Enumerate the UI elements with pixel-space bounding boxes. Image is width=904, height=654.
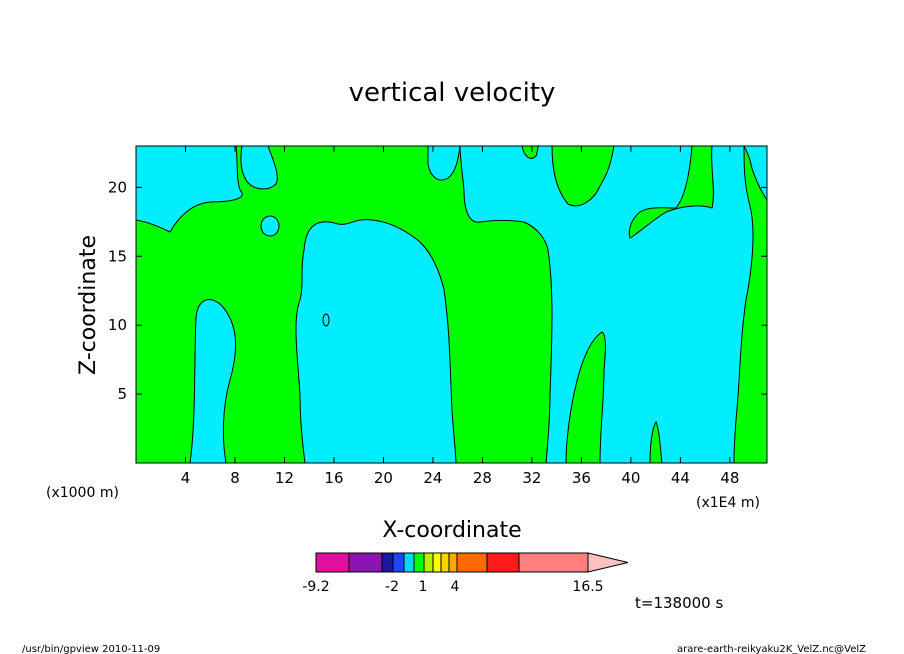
contour-regions — [135, 145, 768, 464]
x-tick-label: 20 — [374, 469, 393, 487]
y-axis: 5 10 15 20 — [108, 178, 767, 403]
colorbar-labels: -9.2 -2 1 4 16.5 — [302, 579, 603, 595]
y-axis-label: Z-coordinate — [76, 235, 101, 375]
x-axis: 4 8 12 16 20 24 28 32 36 40 44 48 — [181, 146, 739, 487]
colorbar-tick-label: -9.2 — [302, 579, 329, 595]
x-tick-label: 32 — [522, 469, 541, 487]
colorbar-swatch — [403, 552, 415, 573]
x-tick-label: 36 — [572, 469, 591, 487]
contour-region — [322, 313, 330, 327]
colorbar-tick-label: -2 — [385, 579, 399, 595]
colorbar-swatch — [448, 552, 458, 573]
y-tick-label: 5 — [117, 385, 127, 403]
colorbar-swatch — [315, 552, 350, 573]
colorbar-swatch — [423, 552, 434, 573]
colorbar-swatch — [456, 552, 488, 573]
plot-frame — [135, 145, 768, 464]
contour-region — [240, 145, 278, 190]
x-tick-label: 24 — [423, 469, 442, 487]
footer-right: arare-earth-reikyaku2K_VelZ.nc@VelZ — [677, 644, 866, 654]
footer-left: /usr/bin/gpview 2010-11-09 — [22, 644, 160, 654]
contour-region — [295, 219, 457, 464]
x-tick-label: 4 — [181, 469, 191, 487]
colorbar-swatch — [432, 552, 442, 573]
colorbar-swatch — [348, 552, 383, 573]
contour-region — [135, 145, 243, 233]
x-unit-right: (x1E4 m) — [696, 495, 760, 511]
x-axis-label: X-coordinate — [382, 518, 521, 543]
colorbar-swatch — [381, 552, 394, 573]
time-label: t=138000 s — [635, 594, 723, 612]
x-tick-label: 16 — [324, 469, 343, 487]
contour-region — [189, 299, 237, 464]
colorbar-tick-label: 4 — [451, 579, 460, 595]
colorbar-swatch — [413, 552, 425, 573]
colorbar — [315, 552, 629, 573]
y-tick-label: 20 — [108, 178, 127, 196]
x-unit-left: (x1000 m) — [46, 485, 119, 501]
plot-area — [135, 145, 768, 464]
x-tick-label: 12 — [275, 469, 294, 487]
colorbar-swatch — [392, 552, 405, 573]
x-tick-label: 44 — [671, 469, 690, 487]
contour-region — [743, 145, 768, 202]
colorbar-extend-arrow — [587, 552, 629, 573]
x-tick-label: 8 — [230, 469, 240, 487]
x-tick-label: 48 — [720, 469, 739, 487]
y-tick-label: 15 — [108, 247, 127, 265]
colorbar-swatch — [518, 552, 589, 573]
contour-region — [260, 215, 280, 237]
colorbar-tick-label: 16.5 — [572, 579, 603, 595]
colorbar-swatch — [440, 552, 450, 573]
x-tick-label: 40 — [621, 469, 640, 487]
y-tick-label: 10 — [108, 316, 127, 334]
contour-region — [459, 145, 754, 464]
colorbar-tick-label: 1 — [419, 579, 428, 595]
colorbar-swatch — [486, 552, 520, 573]
chart-title: vertical velocity — [349, 78, 556, 108]
contour-region — [427, 145, 461, 181]
x-tick-label: 28 — [473, 469, 492, 487]
